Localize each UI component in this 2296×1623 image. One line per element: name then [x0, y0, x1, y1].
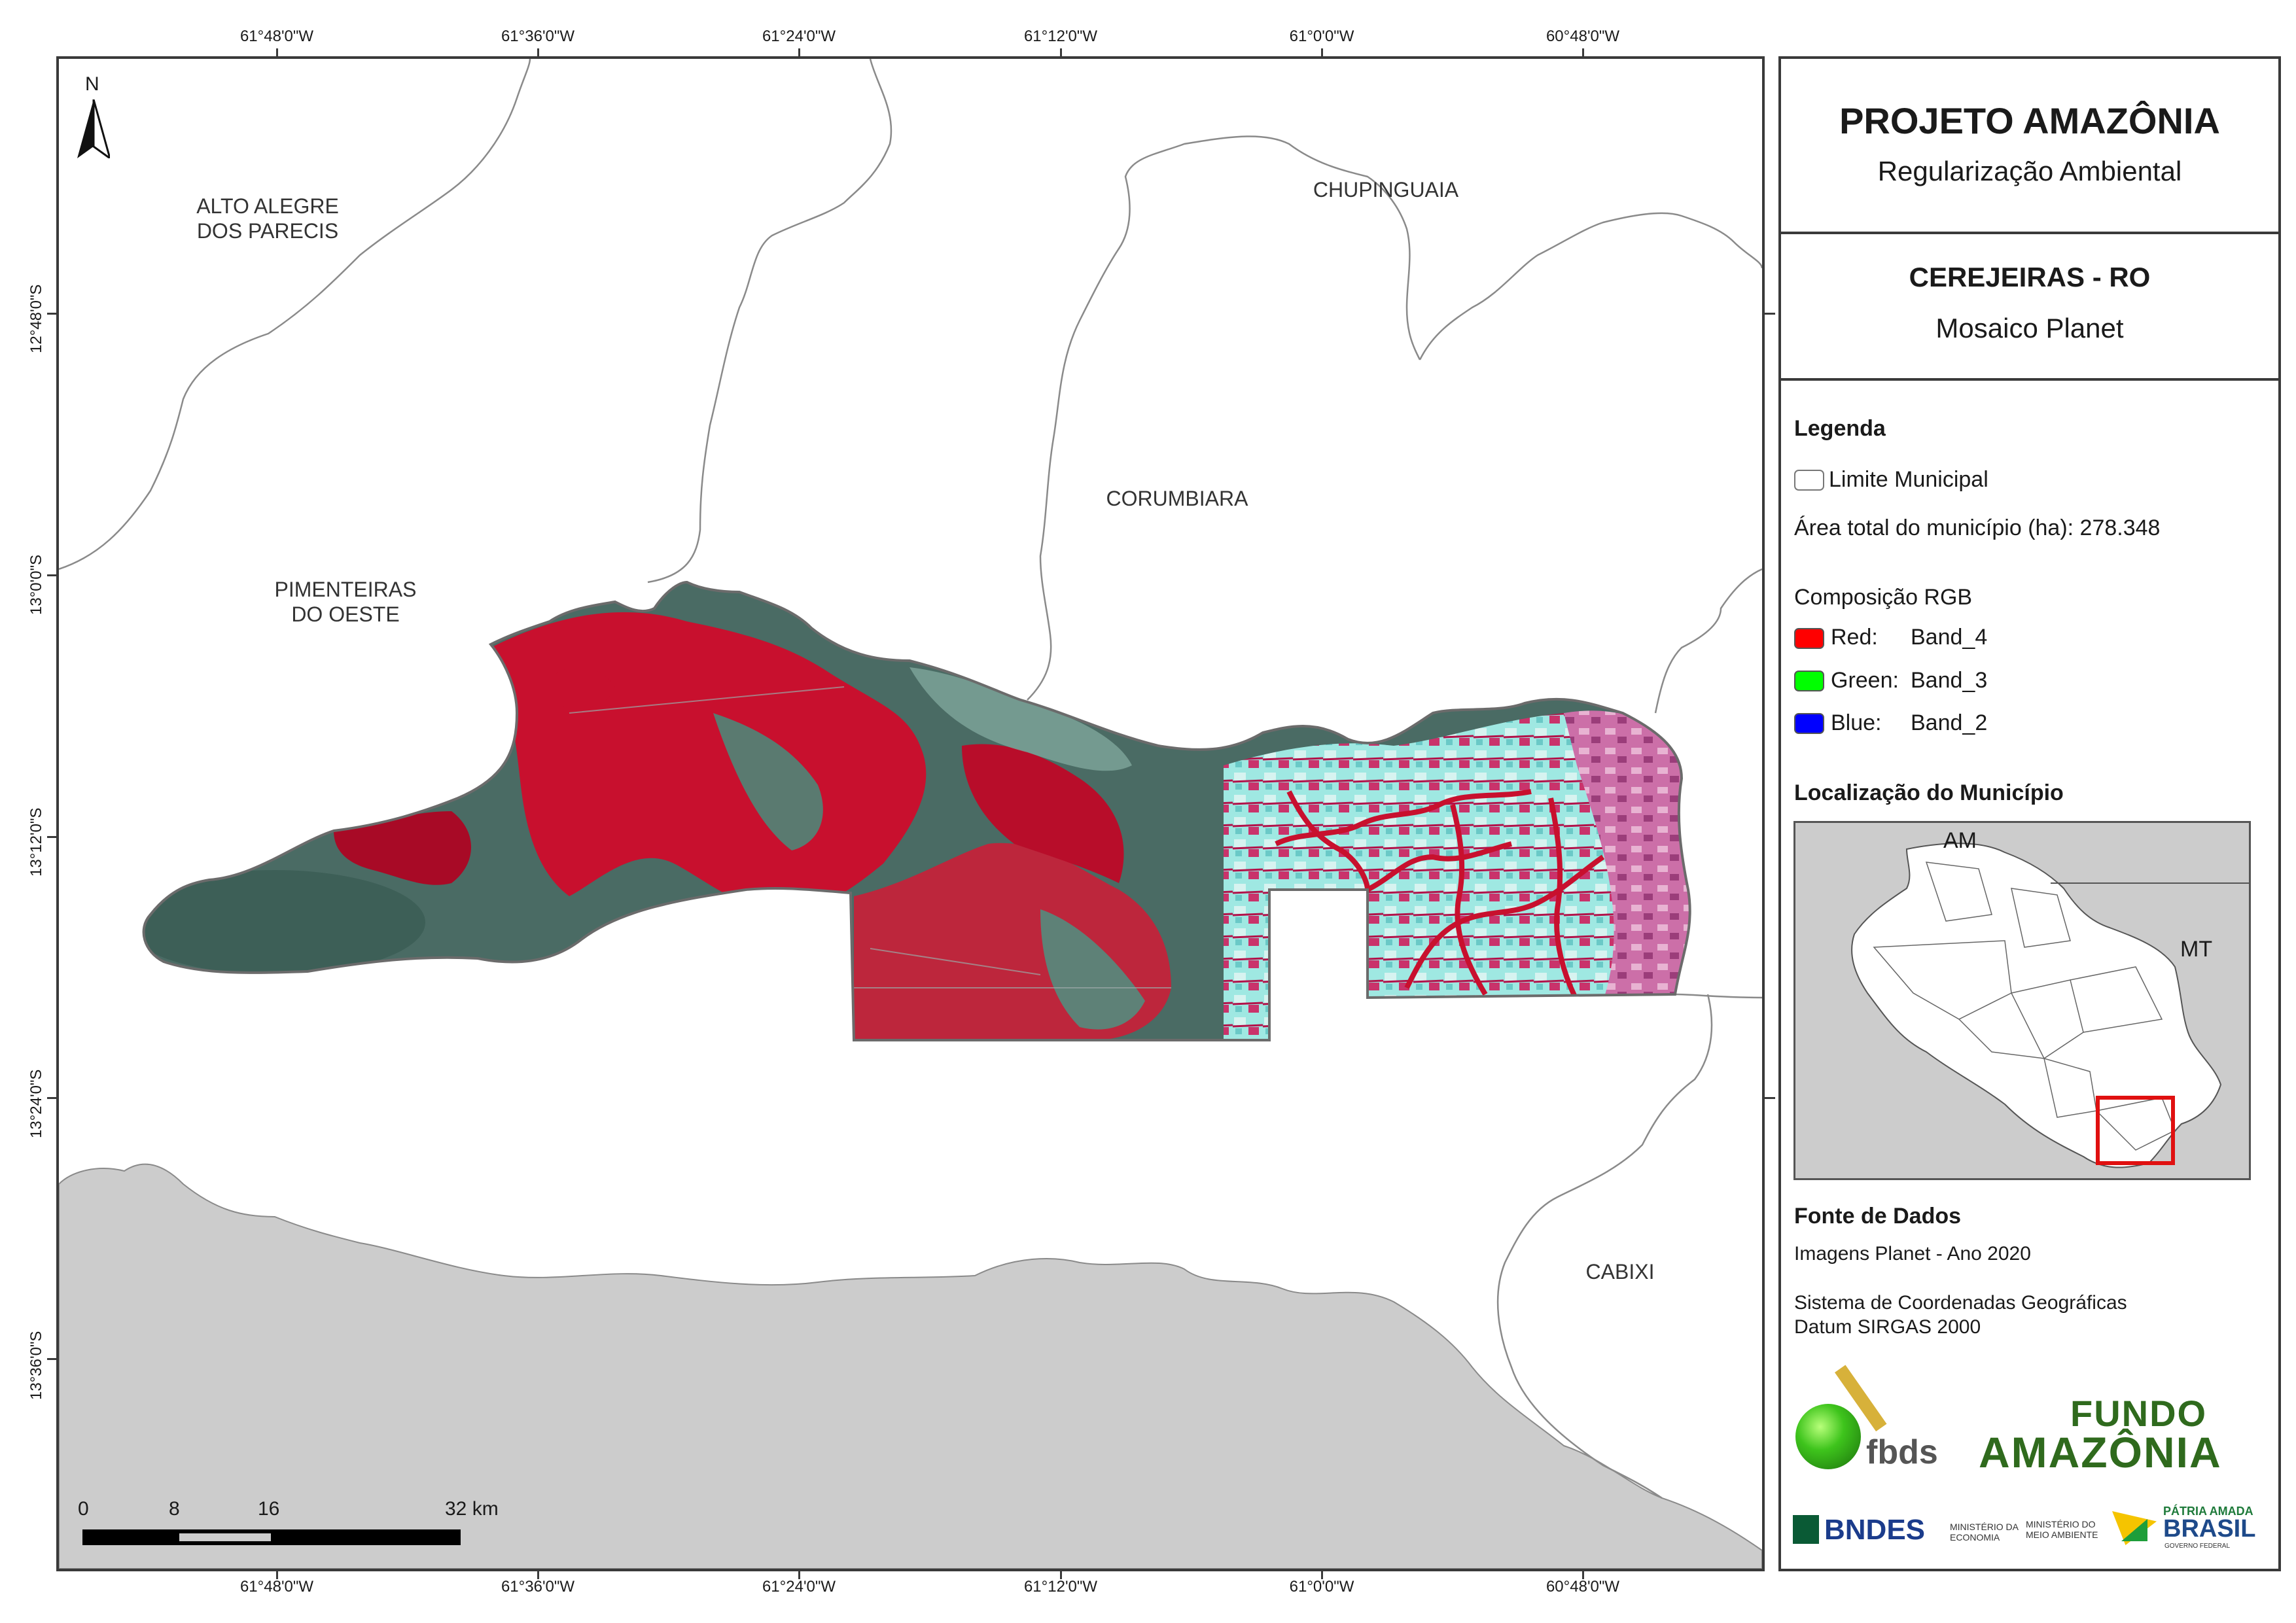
lon-top-2: 61°36'0"W: [501, 27, 575, 45]
source-line-2: Sistema de Coordenadas Geográficas: [1794, 1292, 2127, 1314]
bndes-logo: BNDES: [1793, 1511, 1937, 1550]
green-channel: Green:: [1831, 668, 1899, 693]
satellite-mosaic: [143, 582, 1690, 1040]
scale-label-16: 16: [258, 1498, 280, 1520]
rgb-title: Composição RGB: [1794, 585, 1973, 610]
min-economia-logo: MINISTÉRIO DA ECONOMIA: [1950, 1522, 2019, 1543]
source-title: Fonte de Dados: [1794, 1204, 1962, 1229]
fundo-amazonia-logo: FUNDO AMAZÔNIA: [1979, 1393, 2222, 1476]
scale-label-8: 8: [169, 1498, 180, 1520]
separator-2: [1781, 378, 2278, 381]
north-arrow: N: [73, 73, 113, 158]
lon-bot-2: 61°36'0"W: [501, 1578, 575, 1596]
lon-bot-1: 61°48'0"W: [239, 1578, 314, 1596]
cerejeiras-boundary: [142, 580, 1691, 1041]
place-title: CEREJEIRAS - RO: [1909, 262, 2151, 292]
source-line-3: Datum SIRGAS 2000: [1794, 1316, 1981, 1338]
area-label: Área total do município (ha): 278.348: [1794, 515, 2161, 540]
lon-top-1: 61°48'0"W: [239, 27, 314, 45]
inset-label-mt: MT: [2180, 937, 2213, 962]
green-band: Band_3: [1911, 668, 1988, 693]
lat-4: 13°24'0"S: [27, 1069, 45, 1138]
scale-bar-graphic: [82, 1529, 461, 1545]
product-title: Mosaico Planet: [1935, 313, 2124, 343]
lon-bot-6: 60°48'0"W: [1545, 1578, 1620, 1596]
label-pimenteiras: PIMENTEIRAS DO OESTE: [274, 578, 417, 626]
red-band: Band_4: [1911, 625, 1988, 650]
project-subtitle: Regularização Ambiental: [1877, 156, 2182, 186]
label-cabixi: CABIXI: [1585, 1260, 1655, 1283]
blue-channel: Blue:: [1831, 710, 1882, 735]
label-corumbiara: CORUMBIARA: [1106, 487, 1248, 510]
location-highlight: [2096, 1096, 2175, 1165]
locator-map: AM MT: [1793, 821, 2251, 1180]
lat-3: 13°12'0"S: [27, 807, 45, 877]
source-line-1: Imagens Planet - Ano 2020: [1794, 1243, 2031, 1265]
lon-top-6: 60°48'0"W: [1545, 27, 1620, 45]
red-swatch: [1794, 628, 1824, 649]
map-canvas: [59, 59, 1762, 1569]
limit-label: Limite Municipal: [1829, 467, 1988, 492]
north-label: N: [85, 73, 99, 95]
lon-top-3: 61°24'0"W: [762, 27, 836, 45]
lon-top-5: 61°0'0"W: [1289, 27, 1354, 45]
lon-top-4: 61°12'0"W: [1023, 27, 1098, 45]
bolivia-area: [59, 1163, 1762, 1569]
lon-bot-3: 61°24'0"W: [762, 1578, 836, 1596]
fbds-logo: fbds: [1795, 1365, 1952, 1471]
legend-title: Legenda: [1794, 416, 1886, 441]
min-ambiente-logo: MINISTÉRIO DO MEIO AMBIENTE: [2026, 1519, 2098, 1540]
north-arrow-icon: [77, 99, 110, 158]
scale-bar: 0 8 16 32 km: [72, 1498, 517, 1550]
scale-label-0: 0: [78, 1498, 89, 1520]
map-frame: [56, 56, 1765, 1571]
side-panel: [1778, 56, 2281, 1571]
green-swatch: [1794, 671, 1824, 691]
blue-band: Band_2: [1911, 710, 1988, 735]
limit-swatch: [1794, 470, 1824, 491]
blue-swatch: [1794, 713, 1824, 734]
project-title: PROJETO AMAZÔNIA: [1839, 100, 2220, 141]
lon-bot-4: 61°12'0"W: [1023, 1578, 1098, 1596]
red-channel: Red:: [1831, 625, 1878, 650]
label-alto-alegre: ALTO ALEGRE DOS PARECIS: [196, 194, 339, 243]
scale-label-32: 32 km: [445, 1498, 499, 1520]
lat-1: 12°48'0"S: [27, 284, 45, 353]
separator-1: [1781, 232, 2278, 234]
location-title: Localização do Município: [1794, 780, 2064, 805]
lat-5: 13°36'0"S: [27, 1331, 45, 1400]
lon-bot-5: 61°0'0"W: [1289, 1578, 1354, 1596]
lat-2: 13°0'0"S: [27, 554, 45, 615]
inset-label-am: AM: [1943, 828, 1977, 853]
patria-amada-logo: PÁTRIA AMADA BRASIL GOVERNO FEDERAL: [2112, 1505, 2256, 1557]
label-chupinguaia: CHUPINGUAIA: [1313, 178, 1459, 201]
